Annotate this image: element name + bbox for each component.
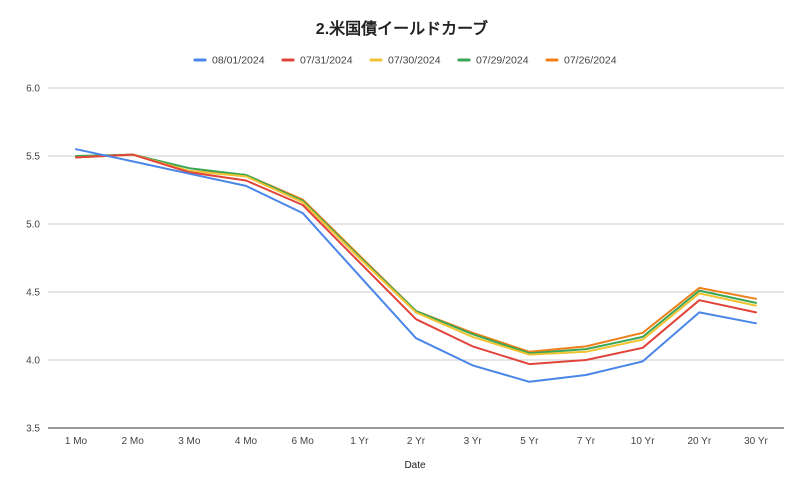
x-tick-label: 30 Yr [744, 436, 768, 447]
x-tick-label: 6 Mo [292, 436, 315, 447]
x-tick-label: 4 Mo [235, 436, 258, 447]
x-tick-label: 5 Yr [520, 436, 539, 447]
y-axis-tick-labels: 3.5 4.0 4.5 5.0 5.5 6.0 [26, 84, 40, 435]
legend-item: 07/30/2024 [369, 55, 441, 67]
legend-label: 08/01/2024 [212, 55, 265, 67]
chart-series-lines [75, 148, 757, 383]
y-tick-label: 5.0 [26, 220, 40, 231]
legend-item: 07/29/2024 [457, 55, 529, 67]
series-line-0 [75, 148, 757, 383]
chart-title: 2.米国債イールドカーブ [316, 19, 488, 38]
chart-legend: 08/01/2024 07/31/2024 07/30/2024 07/29/2024… [193, 55, 617, 67]
legend-item: 07/31/2024 [281, 55, 353, 67]
series-line-3 [75, 153, 757, 355]
x-axis-tick-labels: 1 Mo 2 Mo 3 Mo 4 Mo 6 Mo 1 Yr 2 Yr 3 Yr 5 Yr 7 Yr… [65, 436, 769, 447]
x-tick-label: 2 Mo [122, 436, 145, 447]
x-axis-title: Date [404, 460, 426, 471]
series-line-1 [75, 153, 757, 366]
x-tick-label: 7 Yr [577, 436, 596, 447]
y-tick-label: 5.5 [26, 152, 40, 163]
legend-item: 07/26/2024 [545, 55, 617, 67]
y-tick-label: 3.5 [26, 424, 40, 435]
y-tick-label: 4.0 [26, 356, 40, 367]
y-tick-label: 6.0 [26, 84, 40, 95]
x-tick-label: 3 Yr [464, 436, 483, 447]
chart-gridlines [48, 87, 784, 429]
x-tick-label: 1 Yr [350, 436, 369, 447]
series-line-4 [75, 153, 757, 353]
x-tick-label: 1 Mo [65, 436, 88, 447]
legend-label: 07/30/2024 [388, 55, 441, 67]
x-tick-label: 2 Yr [407, 436, 426, 447]
series-line-2 [75, 153, 757, 356]
legend-item: 08/01/2024 [193, 55, 265, 67]
x-tick-label: 10 Yr [631, 436, 655, 447]
legend-label: 07/29/2024 [476, 55, 529, 67]
legend-label: 07/26/2024 [564, 55, 617, 67]
x-tick-label: 3 Mo [178, 436, 201, 447]
y-tick-label: 4.5 [26, 288, 40, 299]
x-tick-label: 20 Yr [687, 436, 711, 447]
legend-label: 07/31/2024 [300, 55, 353, 67]
